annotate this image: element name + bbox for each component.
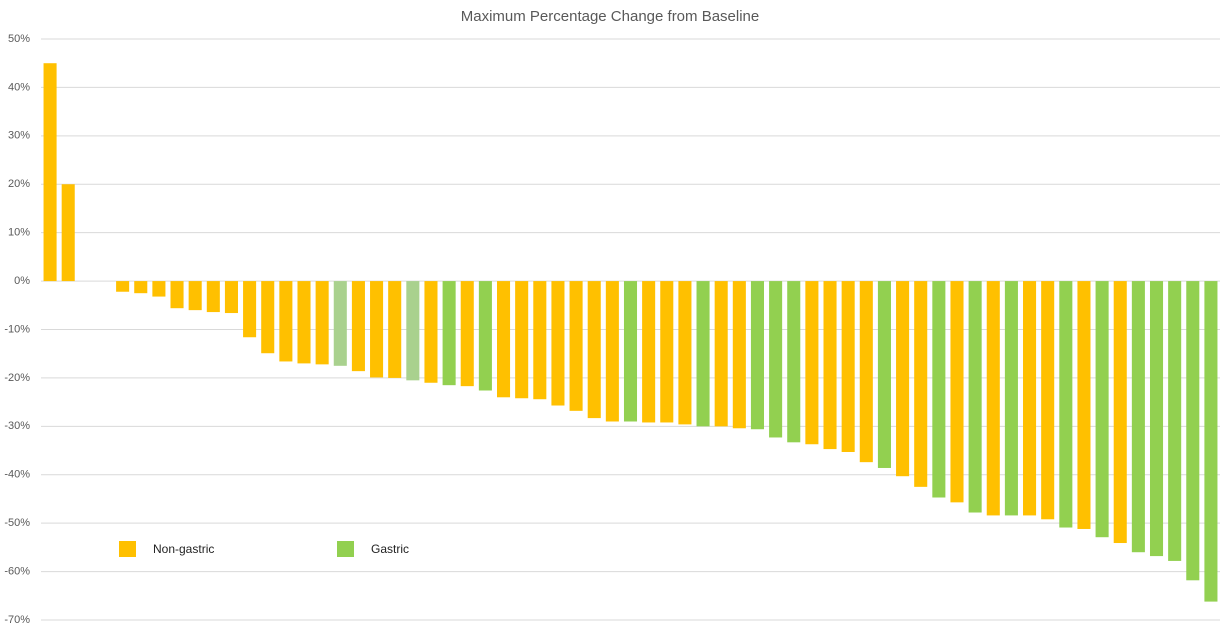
bar	[841, 281, 855, 452]
bar	[605, 281, 619, 422]
y-tick-label: 30%	[8, 130, 30, 142]
bar	[1186, 281, 1200, 581]
y-tick-label: -60%	[4, 565, 30, 577]
bar	[950, 281, 964, 503]
bar	[932, 281, 946, 498]
bar	[351, 281, 365, 372]
bar	[823, 281, 837, 450]
y-tick-label: 20%	[8, 178, 30, 190]
bar	[333, 281, 347, 366]
bar	[642, 281, 656, 423]
bar	[442, 281, 456, 386]
y-tick-label: 40%	[8, 81, 30, 93]
bar	[478, 281, 492, 391]
bar	[986, 281, 1000, 516]
bar	[170, 281, 184, 309]
legend-label: Non-gastric	[153, 542, 214, 556]
bar	[1095, 281, 1109, 538]
bar	[587, 281, 601, 419]
bar	[678, 281, 692, 425]
bar	[1204, 281, 1218, 602]
bar	[551, 281, 565, 406]
bar	[1113, 281, 1127, 544]
bar	[515, 281, 529, 399]
bar	[1149, 281, 1164, 557]
y-tick-label: 10%	[8, 227, 30, 239]
bar	[134, 281, 148, 294]
bar	[1168, 281, 1182, 561]
bar	[623, 281, 638, 422]
bar	[1059, 281, 1073, 528]
legend-swatch	[119, 541, 136, 557]
y-tick-label: -50%	[4, 517, 30, 529]
bar	[43, 63, 57, 282]
bar	[750, 281, 764, 430]
bar	[424, 281, 438, 383]
bar	[968, 281, 982, 513]
bar	[388, 281, 402, 378]
bar	[714, 281, 728, 427]
bar	[914, 281, 928, 487]
bar	[460, 281, 474, 387]
y-tick-label: -70%	[4, 614, 30, 626]
bar	[279, 281, 293, 362]
bar	[315, 281, 329, 365]
bar	[1004, 281, 1018, 516]
bar	[497, 281, 511, 398]
bar	[732, 281, 746, 429]
y-tick-label: 50%	[8, 33, 30, 45]
bar	[696, 281, 710, 427]
y-tick-label: -10%	[4, 323, 30, 335]
bar	[61, 184, 75, 282]
bar	[805, 281, 819, 445]
bar	[297, 281, 311, 364]
bar	[877, 281, 891, 468]
bar	[787, 281, 801, 443]
y-tick-label: -40%	[4, 469, 30, 481]
bar	[370, 281, 384, 378]
bar	[1131, 281, 1145, 553]
bar	[859, 281, 873, 463]
bar	[660, 281, 674, 423]
bar	[116, 281, 130, 292]
bar	[1041, 281, 1055, 520]
bar	[896, 281, 910, 477]
y-tick-label: -20%	[4, 372, 30, 384]
bar	[533, 281, 547, 400]
bar	[1023, 281, 1037, 516]
bar	[224, 281, 238, 314]
bar	[1077, 281, 1091, 529]
chart-title: Maximum Percentage Change from Baseline	[461, 8, 759, 25]
bar	[188, 281, 202, 311]
bar	[243, 281, 257, 338]
legend-swatch	[337, 541, 354, 557]
bar	[569, 281, 583, 411]
y-tick-label: -30%	[4, 420, 30, 432]
bar	[206, 281, 220, 313]
bar	[261, 281, 275, 354]
bar	[152, 281, 166, 297]
bar	[769, 281, 783, 438]
y-tick-label: 0%	[14, 275, 30, 287]
bar	[406, 281, 420, 381]
legend-label: Gastric	[371, 542, 409, 556]
